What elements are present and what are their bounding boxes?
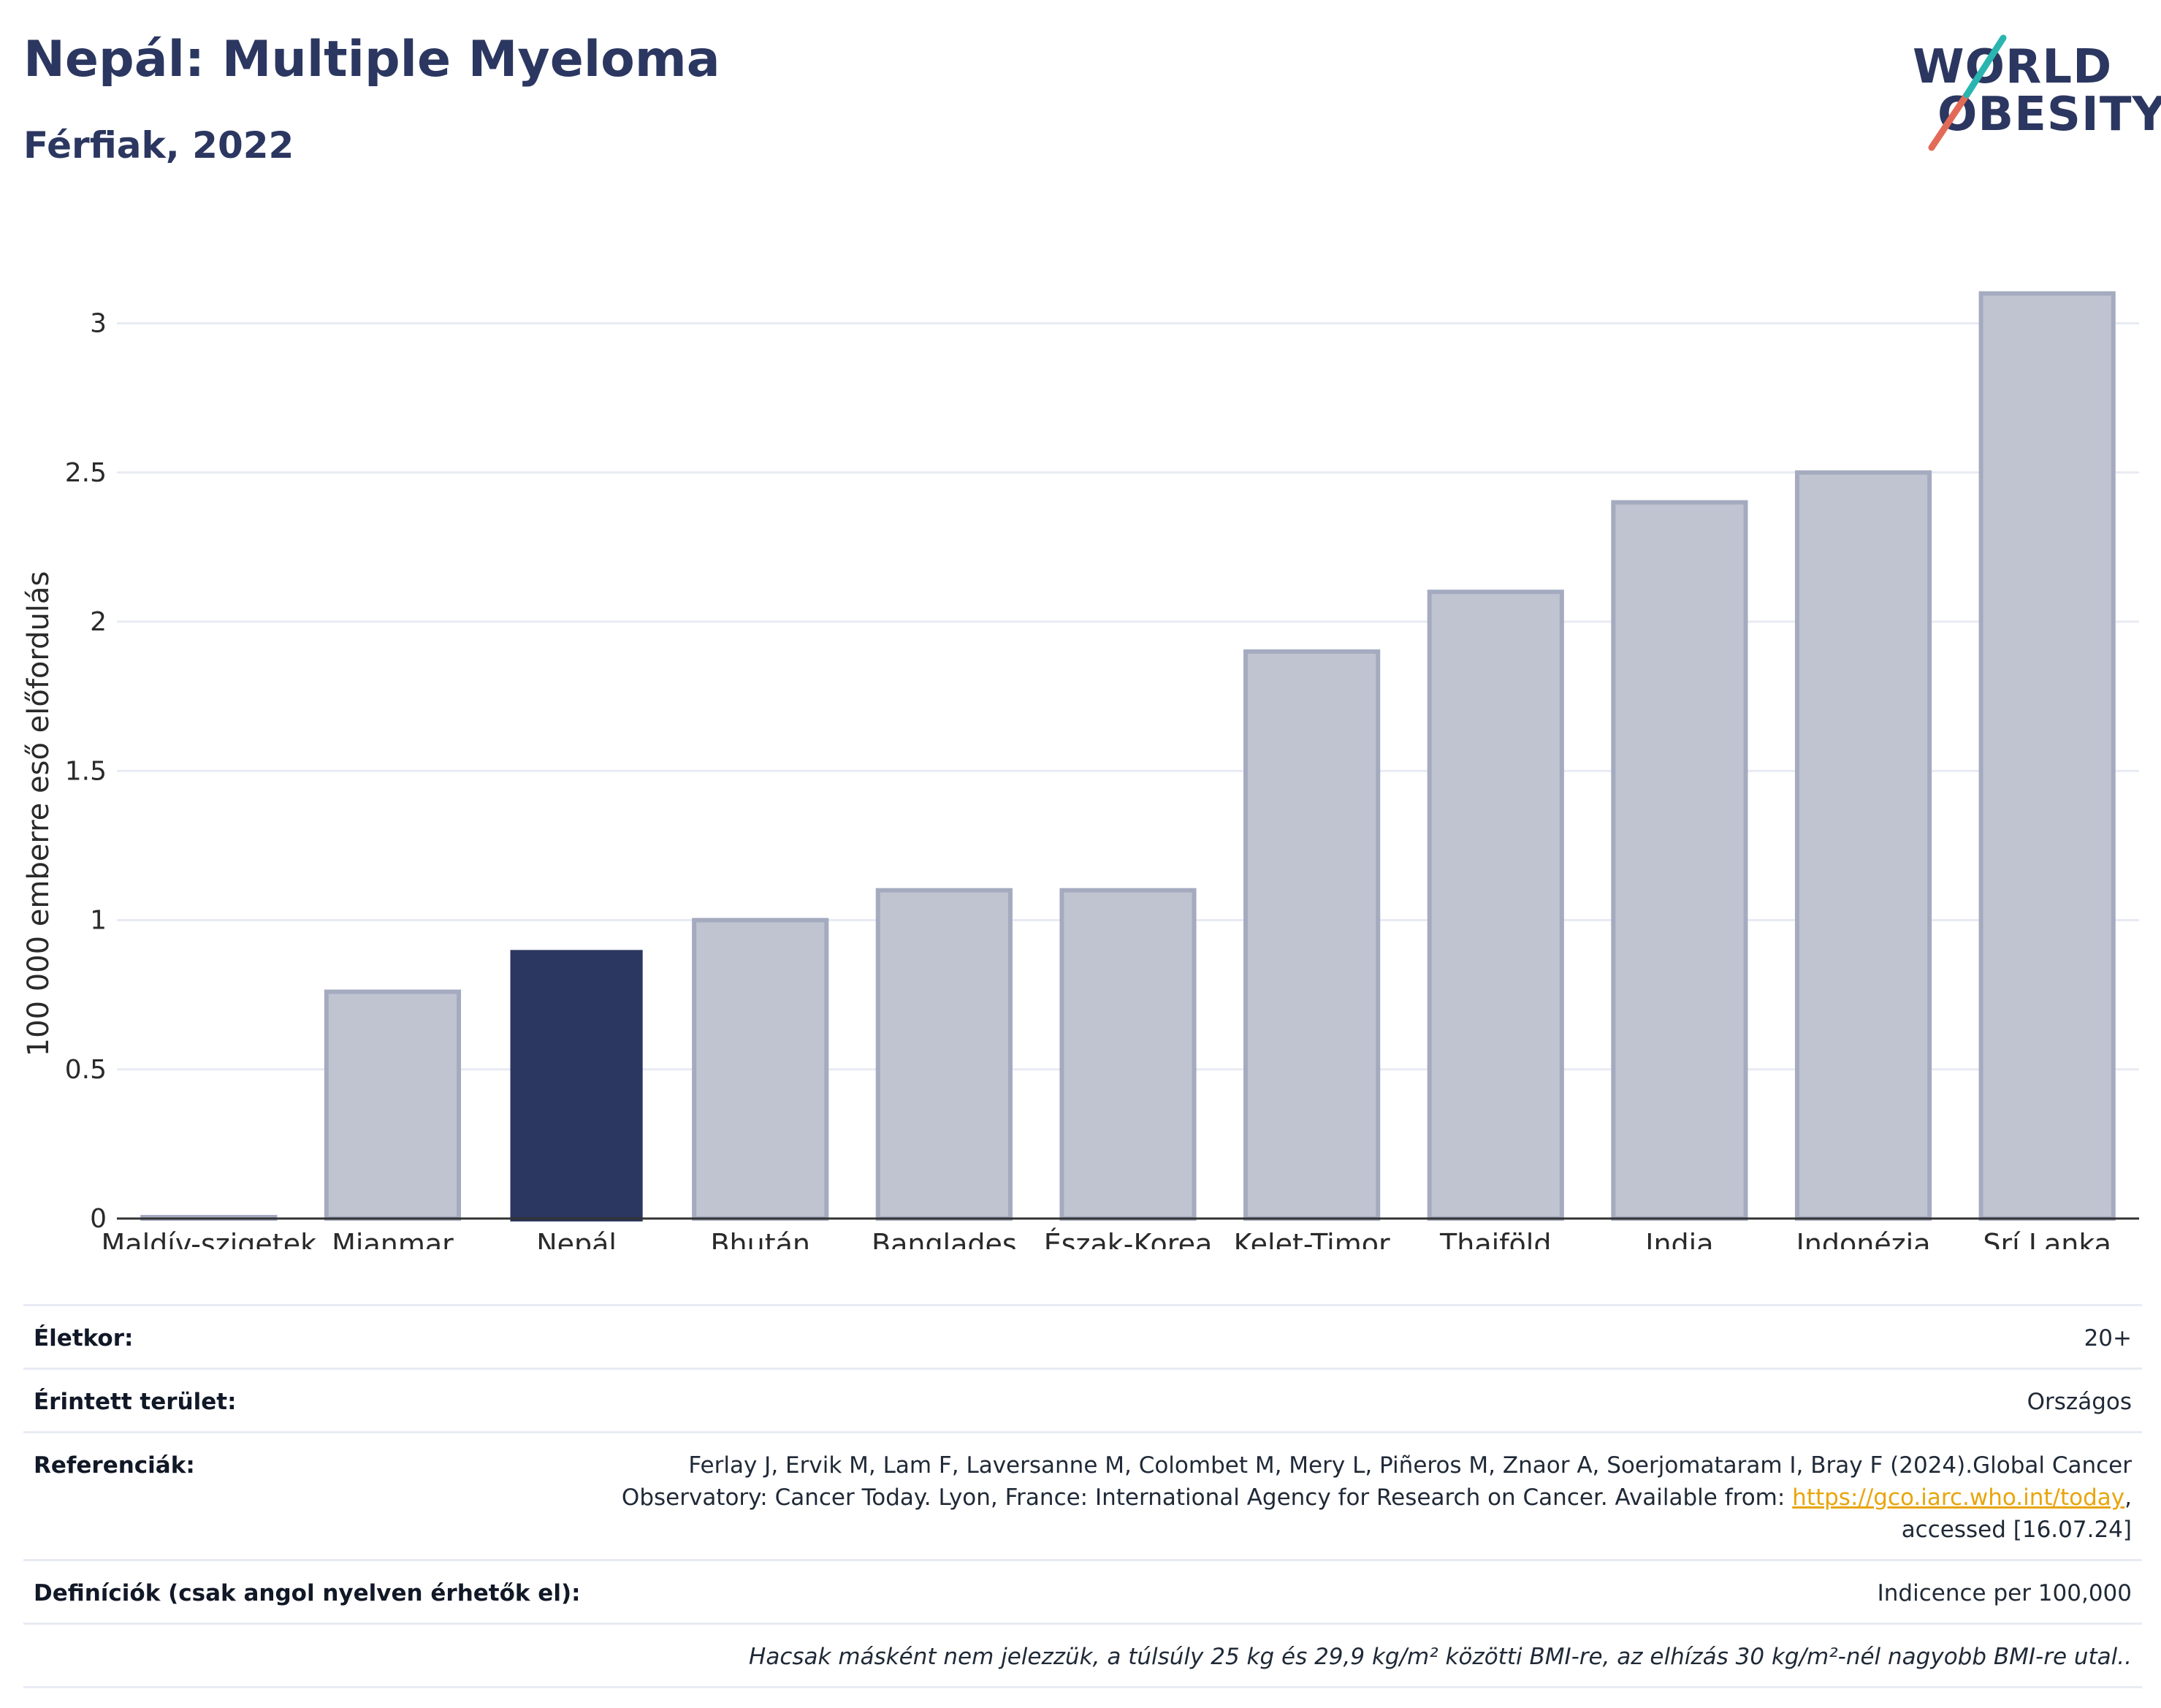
bar-2	[510, 950, 643, 1221]
references-line3: accessed [16.07.24]	[1901, 1517, 2132, 1543]
references-value: Ferlay J, Ervik M, Lam F, Laversanne M, …	[622, 1449, 2132, 1546]
x-tick-label: Banglades	[872, 1228, 1017, 1249]
bar-7	[1427, 590, 1564, 1221]
bar-9	[1794, 470, 1932, 1221]
age-label: Életkor:	[34, 1325, 134, 1351]
bar-10	[1978, 291, 2116, 1221]
y-tick-label: 0.5	[65, 1055, 107, 1085]
references-line2-end: ,	[2124, 1484, 2132, 1511]
world-obesity-logo: WORLD OBESITY	[1907, 22, 2161, 153]
logo-slash-icon	[1928, 34, 2007, 151]
references-line1: Ferlay J, Ervik M, Lam F, Laversanne M, …	[688, 1452, 2132, 1479]
y-tick-label: 2	[90, 607, 107, 637]
bars	[140, 291, 2116, 1221]
y-tick-label: 0	[90, 1204, 107, 1234]
references-line2: Observatory: Cancer Today. Lyon, France:…	[621, 1484, 1793, 1511]
references-label: Referenciák:	[34, 1452, 195, 1479]
logo-text-line1: WORLD	[1913, 40, 2113, 94]
definitions-value: Indicence per 100,000	[1877, 1580, 2132, 1606]
area-label: Érintett terület:	[34, 1389, 237, 1415]
x-tick-label: Bhután	[710, 1228, 810, 1249]
x-tick-label: India	[1645, 1228, 1713, 1249]
y-tick-labels: 0 0.5 1 1.5 2 2.5 3	[65, 309, 107, 1234]
footnote: Hacsak másként nem jelezzük, a túlsúly 2…	[749, 1644, 2132, 1670]
x-tick-label: Srí Lanka	[1983, 1228, 2111, 1249]
x-tick-label: Mianmar	[332, 1228, 454, 1249]
metadata-table: Életkor: 20+ Érintett terület: Országos …	[23, 1304, 2142, 1688]
bar-chart: 0 0.5 1 1.5 2 2.5 3 Maldív-szigetek Mianmar Nepá…	[22, 291, 2139, 1249]
references-link[interactable]: https://gco.iarc.who.int/today	[1792, 1484, 2125, 1511]
x-tick-labels: Maldív-szigetek Mianmar Nepál Bhután Banglad…	[102, 1228, 2111, 1249]
meta-row-age: Életkor: 20+	[23, 1304, 2142, 1368]
x-tick-label: Kelet-Timor	[1234, 1228, 1390, 1249]
bar-4	[875, 888, 1013, 1221]
area-value: Országos	[2027, 1389, 2132, 1415]
x-tick-label: Észak-Korea	[1044, 1228, 1213, 1249]
x-tick-label: Thaiföld	[1439, 1228, 1551, 1249]
meta-row-area: Érintett terület: Országos	[23, 1368, 2142, 1431]
y-tick-label: 3	[90, 309, 107, 339]
x-tick-label: Nepál	[536, 1228, 617, 1249]
y-axis-title: 100 000 emberre eső előfordulás	[22, 571, 56, 1057]
y-tick-label: 1.5	[65, 756, 107, 786]
y-tick-label: 1	[90, 906, 107, 936]
age-value: 20+	[2084, 1325, 2132, 1351]
page-title: Nepál: Multiple Myeloma	[23, 31, 720, 88]
x-tick-label: Indonézia	[1796, 1228, 1931, 1249]
bar-6	[1243, 649, 1381, 1221]
meta-row-note: Hacsak másként nem jelezzük, a túlsúly 2…	[23, 1623, 2142, 1688]
meta-row-references: Referenciák: Ferlay J, Ervik M, Lam F, L…	[23, 1431, 2142, 1559]
bar-1	[324, 989, 462, 1221]
bar-3	[692, 918, 829, 1221]
bar-8	[1611, 500, 1748, 1221]
meta-row-definitions: Definíciók (csak angol nyelven érhetők e…	[23, 1559, 2142, 1623]
bar-5	[1059, 888, 1197, 1221]
page-subtitle: Férfiak, 2022	[23, 124, 294, 167]
definitions-label: Definíciók (csak angol nyelven érhetők e…	[34, 1580, 581, 1606]
x-tick-label: Maldív-szigetek	[102, 1228, 317, 1249]
logo-text-line2: OBESITY	[1937, 88, 2161, 142]
y-tick-label: 2.5	[65, 458, 107, 488]
